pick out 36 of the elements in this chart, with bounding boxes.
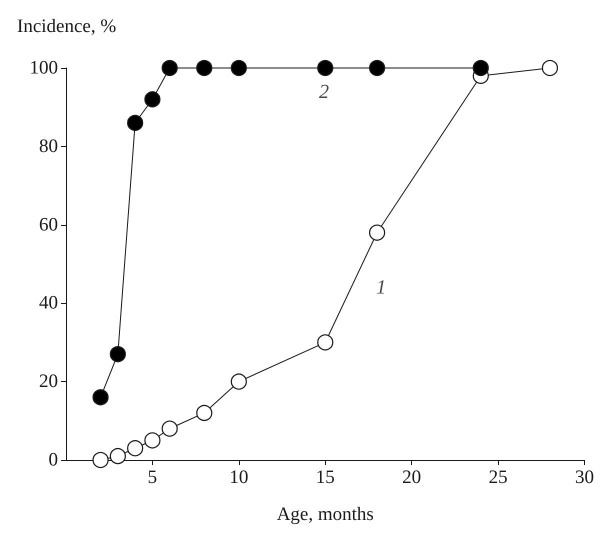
point: [369, 60, 386, 76]
x-tick-label: 20: [402, 467, 422, 488]
x-tick-label: 10: [229, 467, 248, 488]
point: [162, 420, 178, 437]
series-label: 2: [319, 81, 330, 103]
point: [127, 114, 144, 131]
point: [317, 334, 334, 350]
point: [542, 60, 558, 76]
point: [196, 404, 212, 422]
y-tick-label: 80: [39, 136, 58, 157]
point: [110, 448, 126, 464]
point: [144, 91, 161, 108]
x-tick-label: 30: [575, 467, 594, 488]
point: [92, 452, 109, 468]
point: [162, 60, 178, 76]
x-tick-label: 5: [148, 467, 158, 488]
point: [472, 60, 489, 76]
point: [317, 60, 334, 76]
y-tick-label: 60: [39, 214, 58, 236]
point: [144, 432, 161, 448]
point: [369, 224, 386, 241]
x-tick-label: 25: [488, 467, 508, 488]
point: [110, 346, 126, 362]
point: [127, 440, 144, 456]
y-axis-title: Incidence, %: [17, 16, 116, 37]
point: [230, 60, 247, 76]
y-tick-label: 100: [30, 58, 58, 78]
series-label: 1: [376, 276, 386, 299]
x-axis-title: Age, months: [276, 504, 374, 525]
point: [230, 374, 247, 390]
x-tick-label: 15: [316, 467, 335, 488]
y-tick-label: 0: [48, 450, 58, 470]
y-tick-label: 40: [39, 292, 58, 314]
point: [92, 389, 109, 406]
point: [196, 60, 212, 76]
y-tick-label: 20: [39, 371, 58, 392]
